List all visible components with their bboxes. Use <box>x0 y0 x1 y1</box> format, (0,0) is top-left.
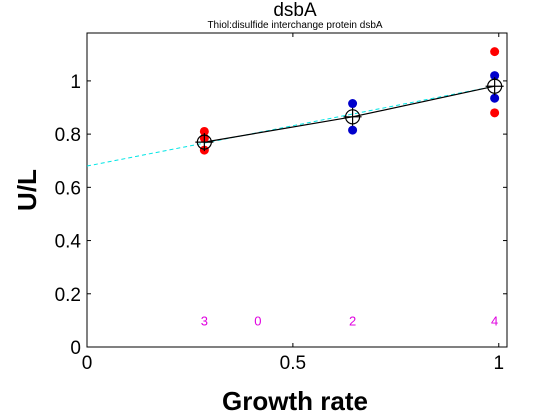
plot-area <box>86 32 508 348</box>
y-tick-label: 1 <box>70 72 81 93</box>
x-tick-label: 1 <box>493 353 504 374</box>
y-tick-label: 0.2 <box>55 285 81 306</box>
count-label: 0 <box>254 313 261 328</box>
points-layer <box>199 47 500 155</box>
y-tick-label: 0.4 <box>55 232 82 253</box>
data-point <box>490 71 500 81</box>
data-point <box>199 126 209 136</box>
data-point <box>348 125 358 135</box>
data-point <box>490 108 500 118</box>
chart-title: dsbA <box>273 0 317 21</box>
chart-subtitle: Thiol:disulfide interchange protein dsbA <box>207 20 382 31</box>
y-tick-label: 0.8 <box>55 125 81 146</box>
mean-marker <box>485 77 504 96</box>
data-point <box>490 93 500 103</box>
x-tick-label: 0 <box>82 353 93 374</box>
y-tick-label: 0 <box>70 338 81 359</box>
y-axis: 0 0.2 0.4 0.6 0.8 1 <box>55 72 507 359</box>
count-label: 2 <box>349 313 356 328</box>
count-label: 4 <box>491 313 498 328</box>
mean-marker <box>343 107 362 126</box>
x-axis: 0 0.5 1 <box>82 33 504 374</box>
counts-layer: 3 0 2 4 <box>201 313 499 328</box>
mean-marker <box>195 133 214 152</box>
data-point <box>348 99 358 109</box>
y-tick-label: 0.6 <box>55 178 81 199</box>
means-layer <box>195 77 504 152</box>
fit-line <box>86 85 495 167</box>
data-point <box>490 47 500 57</box>
count-label: 3 <box>201 313 208 328</box>
x-axis-label: Growth rate <box>222 386 368 416</box>
x-tick-label: 0.5 <box>280 353 306 374</box>
y-axis-label: U/L <box>12 169 42 211</box>
fit-line-layer <box>86 85 495 167</box>
